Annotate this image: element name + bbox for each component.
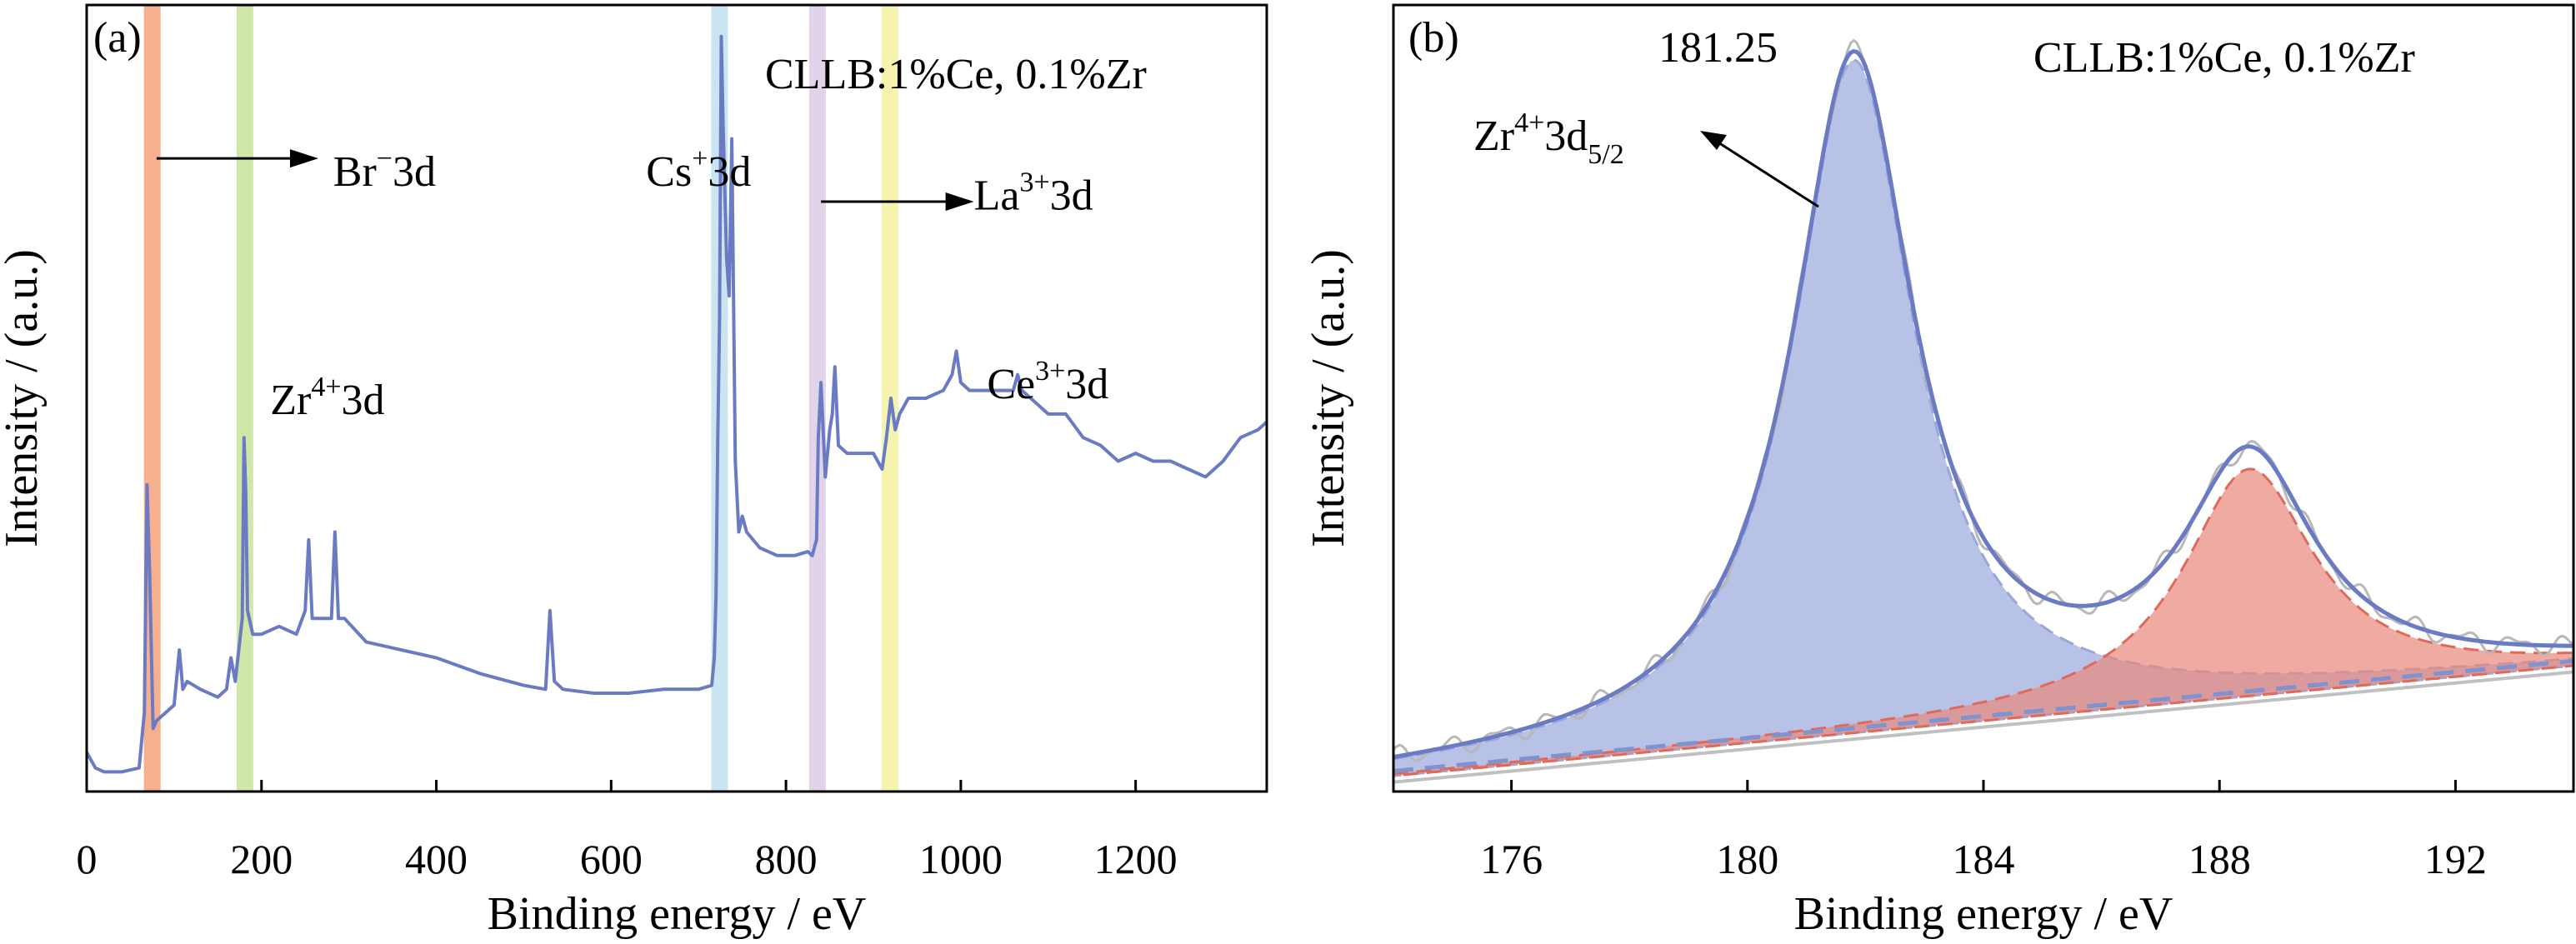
panel-a-x-tick-label: 1200 — [1094, 836, 1178, 882]
panel-b-x-tick-label: 188 — [2188, 836, 2251, 882]
panel-b-zr-3d52-charge: 4+ — [1514, 107, 1544, 138]
panel-b-peak-position-label: 181.25 — [1658, 24, 1778, 72]
panel-b-x-tick-label: 176 — [1480, 836, 1543, 882]
panel-a-annotation-1: Zr4+3d — [270, 372, 384, 424]
panel-a-y-axis-label: Intensity / (a.u.) — [0, 249, 48, 547]
panel-b-x-tick-label: 180 — [1716, 836, 1778, 882]
panel-a-x-tick-label: 800 — [755, 836, 818, 882]
panel-b-zr-3d52-annotation: Zr4+3d5/2 — [1473, 107, 1624, 170]
panel-a-band-1 — [236, 5, 253, 792]
panel-b-x-axis-label: Binding energy / eV — [1794, 888, 2173, 940]
panel-b-sample-label: CLLB:1%Ce, 0.1%Zr — [2033, 34, 2415, 82]
panel-a-x-axis-label: Binding energy / eV — [488, 888, 867, 940]
panel-a-annotation-2: Cs+3d — [646, 143, 751, 196]
panel-b-x-tick-label: 184 — [1953, 836, 2015, 882]
panel-b-x-tick-label: 192 — [2424, 836, 2487, 882]
panel-b-annotation-arrow-line — [1711, 137, 1819, 208]
panel-a-annotation-0: Br−3d — [333, 143, 436, 196]
panel-b-annotation-arrow-head — [1700, 131, 1727, 150]
panel-a-band-0 — [143, 5, 161, 792]
panel-a-plot-frame — [85, 3, 1268, 793]
panel-a-annotation-4: Ce3+3d — [987, 356, 1108, 408]
panel-b-label: (b) — [1408, 14, 1459, 62]
panel-a-x-tick-label: 0 — [77, 836, 98, 882]
panel-b-zr-3d52-orbital: 3d — [1544, 112, 1588, 160]
panel-b: 176 180 184 188 192 (b) CLLB:1%Ce, 0.1%Zr 18… — [1303, 3, 2575, 940]
panel-a-annotations: Br−3d Zr4+3d Cs+3d La3+3d Ce3+3d — [156, 143, 1108, 424]
panel-a-arrow-head-1 — [945, 192, 974, 211]
panel-a-sample-label: CLLB:1%Ce, 0.1%Zr — [765, 51, 1147, 98]
panel-b-zr-3d52-subscript: 5/2 — [1588, 139, 1623, 170]
panel-b-zr-3d52-element: Zr — [1473, 112, 1514, 160]
panel-a-arrow-head-0 — [289, 149, 318, 168]
panel-a-label: (a) — [93, 14, 142, 62]
panel-b-y-axis-label: Intensity / (a.u.) — [1303, 249, 1354, 547]
panel-a-x-tick-label: 200 — [230, 836, 293, 882]
panel-a-x-tick-label: 1000 — [919, 836, 1003, 882]
panel-a-x-tick-label: 600 — [580, 836, 643, 882]
panel-a: 0 200 400 600 800 1000 1200 (a) CLLB:1%Ce, 0.1… — [0, 3, 1268, 940]
panel-a-survey-spectrum-line — [85, 34, 1268, 774]
panel-a-x-ticks: 0 200 400 600 800 1000 1200 — [77, 780, 1178, 882]
panel-a-x-tick-label: 400 — [405, 836, 468, 882]
panel-b-envelope-line — [1393, 48, 2573, 760]
panel-a-element-bands — [143, 5, 898, 792]
panel-b-background-dashed-line — [1393, 658, 2574, 773]
panel-b-x-ticks: 176 180 184 188 192 — [1480, 780, 2487, 882]
panel-b-background-line — [1393, 670, 2574, 784]
panel-a-annotation-3: La3+3d — [974, 167, 1093, 219]
